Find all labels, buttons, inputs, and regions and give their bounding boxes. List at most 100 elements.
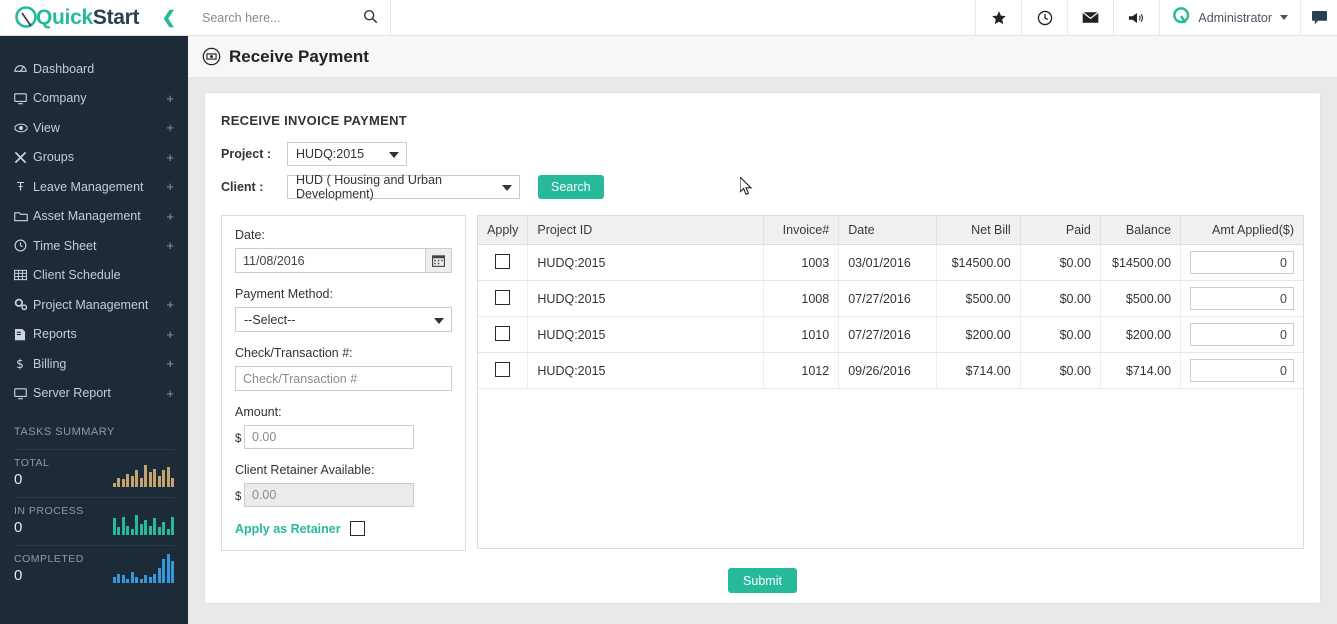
sidebar-item-time-sheet[interactable]: Time Sheet +: [0, 231, 188, 261]
amt-applied-input[interactable]: [1190, 359, 1294, 382]
expand-icon[interactable]: +: [166, 149, 174, 165]
search-box[interactable]: [188, 0, 391, 35]
star-icon[interactable]: [975, 0, 1021, 35]
tasks-summary-row: COMPLETED 0: [14, 545, 174, 593]
project-filter-row: Project : HUDQ:2015: [221, 142, 1304, 166]
avatar: [1172, 6, 1192, 29]
sidebar-item-billing[interactable]: $ Billing +: [0, 349, 188, 379]
search-input[interactable]: [202, 10, 363, 25]
payment-method-label: Payment Method:: [235, 287, 333, 301]
sparkline-chart: [112, 509, 174, 535]
apply-as-retainer-label[interactable]: Apply as Retainer: [235, 521, 341, 536]
amt-applied-input[interactable]: [1190, 287, 1294, 310]
tasks-summary-label: TOTAL: [14, 457, 50, 470]
tasks-summary-value: 0: [14, 471, 23, 489]
brand-name: QuickStart: [36, 5, 140, 30]
cell-paid: $0.00: [1020, 280, 1101, 317]
sparkline-chart: [112, 461, 174, 487]
payment-details-card: Date:: [221, 215, 466, 551]
expand-icon[interactable]: +: [166, 90, 174, 106]
sidebar-item-label: Leave Management: [33, 179, 144, 194]
chevron-down-icon: [502, 185, 512, 191]
amt-applied-input[interactable]: [1190, 251, 1294, 274]
apply-checkbox[interactable]: [495, 325, 511, 341]
date-input[interactable]: [235, 248, 425, 273]
table-row: HUDQ:2015 1008 07/27/2016 $500.00 $0.00 $500.…: [478, 280, 1303, 317]
payment-method-select[interactable]: --Select--: [235, 307, 452, 332]
megaphone-icon[interactable]: [1113, 0, 1159, 35]
sidebar-item-project-management[interactable]: Project Management +: [0, 290, 188, 320]
expand-icon[interactable]: +: [166, 120, 174, 136]
sidebar-item-label: Groups: [33, 150, 74, 165]
brand-logo[interactable]: QuickStart: [14, 5, 160, 31]
sidebar-item-reports[interactable]: Reports +: [0, 320, 188, 350]
cell-net-bill: $14500.00: [936, 244, 1021, 281]
expand-icon[interactable]: +: [166, 385, 174, 401]
sidebar-item-leave-management[interactable]: Ŧ Leave Management +: [0, 172, 188, 202]
date-field: Date:: [235, 228, 452, 273]
cell-paid: $0.00: [1020, 316, 1101, 353]
sidebar-item-server-report[interactable]: Server Report +: [0, 379, 188, 409]
check-transaction-field: Check/Transaction #:: [235, 346, 452, 391]
submit-button[interactable]: Submit: [728, 568, 797, 593]
page-title: Receive Payment: [229, 46, 369, 66]
leave-icon: Ŧ: [14, 180, 33, 193]
sparkline-chart: [112, 553, 174, 583]
table-row: HUDQ:2015 1012 09/26/2016 $714.00 $0.00 $714.…: [478, 352, 1303, 389]
expand-icon[interactable]: +: [166, 179, 174, 195]
search-icon[interactable]: [363, 9, 378, 27]
client-retainer-field: Client Retainer Available: $: [235, 463, 452, 507]
brand-name-quick: Quick: [36, 5, 93, 29]
table-row: HUDQ:2015 1010 07/27/2016 $200.00 $0.00 $200.…: [478, 316, 1303, 353]
expand-icon[interactable]: +: [166, 297, 174, 313]
client-label: Client :: [221, 180, 264, 194]
check-transaction-input[interactable]: [235, 366, 452, 391]
envelope-icon[interactable]: [1067, 0, 1113, 35]
groups-icon: [14, 151, 33, 164]
payment-method-value: --Select--: [244, 312, 296, 327]
sidebar-item-dashboard[interactable]: Dashboard: [0, 54, 188, 84]
sidebar-item-groups[interactable]: Groups +: [0, 143, 188, 173]
user-menu[interactable]: Administrator: [1159, 0, 1300, 35]
col-header-date: Date: [838, 216, 938, 245]
expand-icon[interactable]: +: [166, 238, 174, 254]
apply-checkbox[interactable]: [495, 289, 511, 305]
cell-paid: $0.00: [1020, 244, 1101, 281]
project-select[interactable]: HUDQ:2015: [287, 142, 407, 166]
clock-icon[interactable]: [1021, 0, 1067, 35]
apply-as-retainer-checkbox[interactable]: [349, 521, 365, 536]
sidebar-item-label: Server Report: [33, 386, 111, 401]
cell-net-bill: $500.00: [936, 280, 1021, 317]
sidebar-item-company[interactable]: Company +: [0, 84, 188, 114]
cell-invoice: 1012: [763, 352, 840, 389]
client-select[interactable]: HUD ( Housing and Urban Development): [287, 173, 520, 201]
receive-invoice-payment-panel: RECEIVE INVOICE PAYMENT Project : HUDQ:2…: [204, 92, 1321, 604]
apply-checkbox[interactable]: [495, 253, 511, 269]
amt-applied-input[interactable]: [1190, 323, 1294, 346]
chevron-left-icon[interactable]: ❮: [161, 8, 176, 27]
quickstart-q-icon: [14, 5, 40, 31]
amount-input[interactable]: [244, 425, 414, 449]
col-header-balance: Balance: [1100, 216, 1182, 245]
sidebar-nav: Dashboard Company + View + Groups + Ŧ Leave Mana…: [0, 36, 188, 408]
expand-icon[interactable]: +: [166, 356, 174, 372]
sidebar-item-asset-management[interactable]: Asset Management +: [0, 202, 188, 232]
search-button[interactable]: Search: [538, 175, 604, 199]
sidebar-item-label: Billing: [33, 356, 67, 371]
expand-icon[interactable]: +: [166, 326, 174, 342]
page-title-bar: Receive Payment: [188, 36, 1337, 78]
user-menu-label: Administrator: [1198, 10, 1272, 25]
eye-icon: [14, 122, 33, 134]
svg-text:Ŧ: Ŧ: [16, 181, 24, 193]
calendar-icon[interactable]: [424, 248, 452, 273]
sidebar-item-view[interactable]: View +: [0, 113, 188, 143]
expand-icon[interactable]: +: [166, 208, 174, 224]
apply-checkbox[interactable]: [495, 361, 511, 377]
sidebar-item-client-schedule[interactable]: Client Schedule: [0, 261, 188, 291]
cell-project-id: HUDQ:2015: [527, 280, 765, 317]
money-note-icon: [202, 47, 221, 66]
chat-bubble-icon[interactable]: [1300, 0, 1337, 35]
sidebar-item-label: Company: [33, 91, 87, 106]
payment-body: Date:: [221, 215, 1304, 551]
